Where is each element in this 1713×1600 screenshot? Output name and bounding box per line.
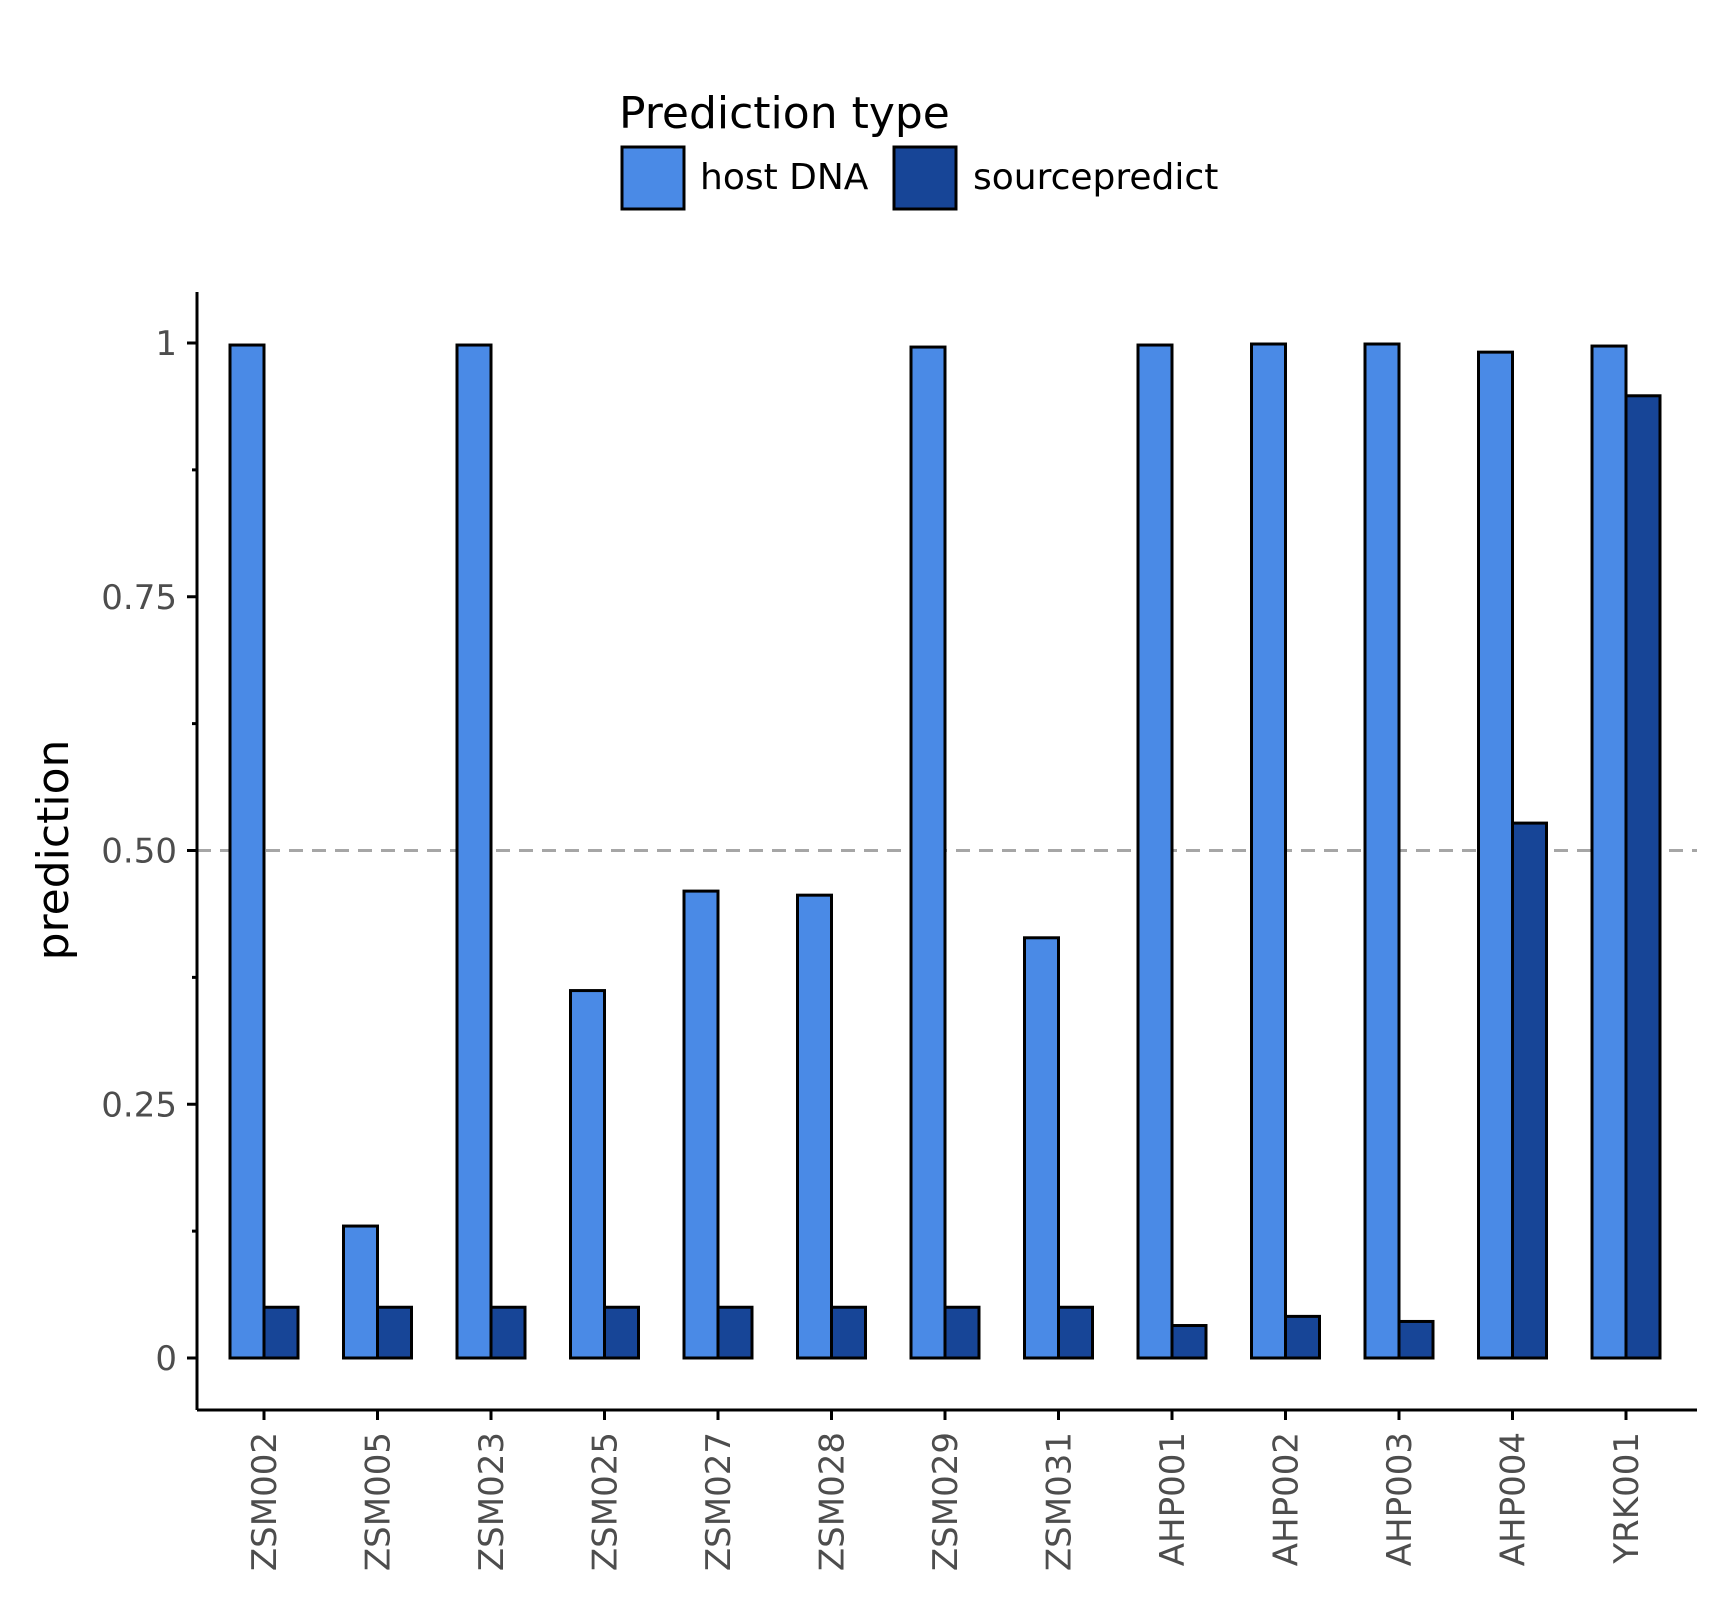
bar-ZSM023-0: [455, 343, 493, 1360]
bar-AHP004-0: [1477, 350, 1514, 1360]
bar-ZSM028-1: [830, 1305, 867, 1360]
bar-AHP002-1: [1284, 1314, 1321, 1360]
bar-ZSM005-0: [342, 1224, 379, 1360]
y-tick-label: 0.50: [101, 832, 177, 872]
y-tick-label: 0: [155, 1339, 177, 1379]
bar-AHP001-0: [1136, 343, 1174, 1360]
bar-AHP001-1: [1170, 1324, 1208, 1360]
bar-ZSM002-0: [228, 343, 266, 1360]
x-tick-label: ZSM027: [699, 1432, 739, 1571]
x-tick-label: YRK001: [1607, 1432, 1647, 1565]
bar-ZSM028-0: [796, 893, 833, 1360]
y-tick-label: 0.25: [101, 1085, 177, 1125]
bar-AHP003-1: [1397, 1319, 1435, 1360]
bar-ZSM023-1: [489, 1305, 527, 1360]
legend: Prediction type host DNA sourcepredict: [619, 88, 1218, 211]
x-tick-label: AHP001: [1153, 1432, 1193, 1566]
x-tick-label: ZSM005: [359, 1432, 399, 1571]
bar-ZSM031-0: [1023, 936, 1060, 1360]
bar-ZSM002-1: [262, 1305, 300, 1360]
x-tick-label: ZSM031: [1040, 1432, 1080, 1571]
bar-AHP004-1: [1511, 821, 1548, 1360]
x-tick-label: AHP003: [1380, 1432, 1420, 1566]
x-tick-label: ZSM028: [813, 1432, 853, 1571]
legend-swatch-1: [892, 145, 958, 211]
bar-ZSM025-0: [569, 989, 606, 1360]
bar-ZSM031-1: [1057, 1305, 1094, 1360]
legend-title: Prediction type: [619, 88, 950, 139]
y-axis-title: prediction: [28, 740, 79, 961]
legend-swatch-0: [620, 145, 686, 211]
x-tick-label: AHP002: [1267, 1432, 1307, 1566]
bar-YRK001-1: [1624, 394, 1662, 1360]
y-tick-label: 0.75: [101, 578, 177, 618]
legend-label-0: host DNA: [700, 157, 869, 198]
bar-ZSM025-1: [603, 1305, 640, 1360]
x-tick-label: AHP004: [1494, 1432, 1534, 1566]
bars: [228, 342, 1662, 1360]
bar-AHP002-0: [1250, 342, 1287, 1360]
bar-YRK001-0: [1590, 344, 1628, 1360]
bar-ZSM027-0: [682, 889, 720, 1360]
x-tick-label: ZSM023: [472, 1432, 512, 1571]
bar-AHP003-0: [1363, 342, 1401, 1360]
bar-ZSM027-1: [716, 1305, 754, 1360]
bar-ZSM029-1: [943, 1305, 981, 1360]
bar-ZSM029-0: [909, 345, 947, 1360]
x-tick-label: ZSM002: [245, 1432, 285, 1571]
bar-ZSM005-1: [376, 1305, 413, 1360]
legend-label-1: sourcepredict: [973, 157, 1218, 198]
x-tick-label: ZSM029: [926, 1432, 966, 1571]
axes: 0 0.25 0.50 0.75 1 ZSM002 ZSM005 ZSM023 ZSM025 ZS…: [101, 292, 1697, 1571]
x-tick-label: ZSM025: [586, 1432, 626, 1571]
y-tick-label: 1: [155, 324, 177, 364]
